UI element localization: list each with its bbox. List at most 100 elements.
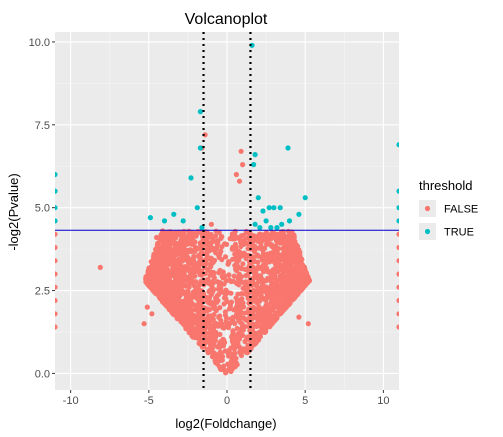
point-false <box>168 251 174 257</box>
point-false <box>55 244 58 251</box>
point-false <box>154 247 160 253</box>
point-false <box>218 234 224 240</box>
point-false <box>55 297 58 304</box>
point-false <box>218 248 224 254</box>
point-false <box>184 249 190 255</box>
point-false <box>198 319 204 325</box>
point-false <box>396 324 399 330</box>
point-false <box>165 240 171 246</box>
point-false <box>200 243 206 249</box>
point-false <box>263 317 269 323</box>
point-false <box>259 324 265 330</box>
point-true <box>194 205 200 211</box>
point-false <box>172 293 178 299</box>
point-true <box>268 225 274 231</box>
point-false <box>210 316 216 322</box>
point-false <box>229 334 235 340</box>
point-false <box>185 254 191 260</box>
point-false <box>149 311 155 317</box>
point-false <box>161 297 168 304</box>
legend-label-true: TRUE <box>444 227 474 239</box>
point-true <box>271 205 277 211</box>
point-false <box>196 282 203 288</box>
point-false <box>197 254 203 261</box>
point-false <box>217 331 223 337</box>
point-false <box>199 288 205 294</box>
point-false <box>145 269 151 275</box>
point-false <box>263 230 269 236</box>
point-false <box>280 272 286 278</box>
point-false <box>225 261 231 267</box>
point-false <box>55 258 58 264</box>
point-true <box>302 195 308 201</box>
point-false <box>219 321 225 327</box>
point-false <box>272 273 278 279</box>
point-false <box>215 323 221 329</box>
point-false <box>287 271 293 277</box>
point-true <box>396 218 399 224</box>
point-true <box>55 171 58 178</box>
reference-lines <box>55 32 399 390</box>
point-false <box>286 255 292 261</box>
point-false <box>263 287 269 293</box>
point-false <box>260 236 266 242</box>
point-false <box>188 229 194 235</box>
point-false <box>236 282 242 288</box>
point-false <box>194 266 200 272</box>
point-false <box>238 351 244 357</box>
point-false <box>260 250 266 256</box>
point-false <box>204 294 210 301</box>
point-false <box>206 349 212 355</box>
point-false <box>204 298 210 304</box>
point-false <box>216 254 222 260</box>
point-false <box>259 282 265 288</box>
point-false <box>198 230 204 236</box>
point-false <box>235 341 241 347</box>
point-false <box>226 272 232 278</box>
point-false <box>288 294 294 300</box>
point-false <box>211 312 217 318</box>
point-false <box>153 279 159 286</box>
point-true <box>147 215 153 221</box>
point-true <box>285 145 291 151</box>
legend-title: threshold <box>419 178 472 193</box>
point-false <box>253 315 259 321</box>
point-false <box>263 302 269 308</box>
point-false <box>254 321 260 327</box>
point-false <box>150 258 157 264</box>
point-false <box>254 297 260 304</box>
point-false <box>170 264 176 271</box>
point-true <box>171 211 177 217</box>
point-false <box>179 279 185 285</box>
point-false <box>285 276 291 282</box>
point-true <box>279 221 285 227</box>
point-true <box>251 162 257 168</box>
point-false <box>181 239 187 246</box>
point-false <box>220 275 226 281</box>
point-false <box>233 171 239 178</box>
point-false <box>232 320 238 327</box>
point-false <box>210 331 216 337</box>
point-true <box>277 205 283 211</box>
point-false <box>229 246 235 252</box>
point-false <box>191 333 197 339</box>
point-false <box>144 277 151 283</box>
point-false <box>172 258 178 264</box>
series-true-points <box>55 42 399 231</box>
point-false <box>234 247 240 253</box>
point-false <box>222 309 228 315</box>
point-true <box>286 218 293 224</box>
point-false <box>236 317 242 324</box>
point-false <box>204 250 210 256</box>
point-true <box>260 208 266 214</box>
point-false <box>262 329 268 335</box>
point-false <box>196 336 202 342</box>
point-false <box>151 253 157 259</box>
point-false <box>211 304 218 310</box>
point-false <box>192 273 198 279</box>
point-false <box>230 256 236 262</box>
point-true <box>197 109 203 115</box>
point-false <box>214 242 220 248</box>
point-false <box>287 236 293 242</box>
point-false <box>200 344 207 350</box>
